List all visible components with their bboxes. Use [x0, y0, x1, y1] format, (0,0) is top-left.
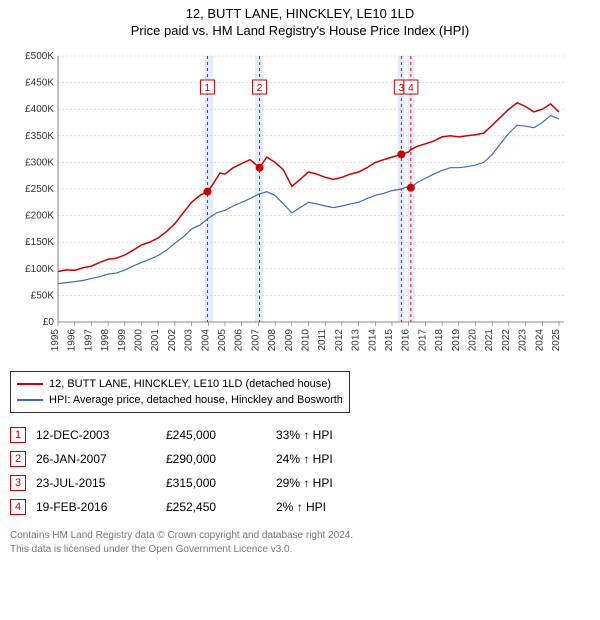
y-tick-label: £50K: [31, 290, 55, 301]
x-tick-label: 2023: [518, 329, 529, 352]
callout-label: 4: [408, 83, 414, 94]
transaction-price: £315,000: [166, 471, 276, 495]
transaction-marker: 2: [10, 451, 26, 467]
x-tick-label: 2003: [184, 329, 195, 352]
y-tick-label: £500K: [25, 51, 54, 62]
y-tick-label: £0: [43, 317, 55, 328]
legend-swatch: [17, 399, 43, 401]
transaction-date: 12-DEC-2003: [36, 423, 166, 447]
x-tick-label: 2021: [484, 329, 495, 352]
y-tick-label: £100K: [25, 264, 54, 275]
x-tick-label: 2002: [167, 329, 178, 352]
x-tick-label: 2020: [467, 329, 478, 352]
x-tick-label: 2019: [451, 329, 462, 352]
x-tick-label: 2025: [551, 329, 562, 352]
y-tick-label: £400K: [25, 104, 54, 115]
x-tick-label: 1995: [50, 329, 61, 352]
table-row: 1 12-DEC-2003£245,00033% ↑ HPI: [10, 423, 343, 447]
footnote-line2: This data is licensed under the Open Gov…: [10, 543, 590, 557]
x-tick-label: 2011: [317, 329, 328, 351]
transaction-price: £252,450: [166, 495, 276, 519]
legend: 12, BUTT LANE, HINCKLEY, LE10 1LD (detac…: [10, 371, 350, 413]
transaction-date: 23-JUL-2015: [36, 471, 166, 495]
y-tick-label: £350K: [25, 131, 54, 142]
y-tick-label: £450K: [25, 78, 54, 89]
title-subtitle: Price paid vs. HM Land Registry's House …: [10, 23, 590, 38]
x-tick-label: 2000: [133, 329, 144, 352]
x-tick-label: 1997: [83, 329, 94, 352]
chart-svg: £0 £50K £100K £150K £200K £250K £300K £350K £400…: [10, 44, 570, 364]
price-marker: [256, 164, 264, 172]
transaction-marker: 3: [10, 475, 26, 491]
x-tick-label: 2016: [401, 329, 412, 352]
x-tick-label: 2022: [501, 329, 512, 352]
y-tick-label: £250K: [25, 184, 54, 195]
x-tick-label: 1999: [117, 329, 128, 352]
x-tick-label: 2015: [384, 329, 395, 352]
x-tick-label: 2009: [284, 329, 295, 352]
x-tick-label: 2010: [300, 329, 311, 352]
x-tick-label: 2004: [200, 329, 211, 352]
x-tick-label: 2008: [267, 329, 278, 352]
transaction-price: £290,000: [166, 447, 276, 471]
x-tick-label: 1996: [67, 329, 78, 352]
transactions-table: 1 12-DEC-2003£245,00033% ↑ HPI 2 26-JAN-200…: [10, 423, 343, 519]
table-row: 2 26-JAN-2007£290,00024% ↑ HPI: [10, 447, 343, 471]
x-tick-label: 2024: [534, 329, 545, 352]
price-marker: [397, 150, 405, 158]
y-tick-label: £300K: [25, 157, 54, 168]
legend-label: 12, BUTT LANE, HINCKLEY, LE10 1LD (detac…: [49, 376, 331, 392]
x-tick-label: 2012: [334, 329, 345, 352]
transaction-delta: 2% ↑ HPI: [276, 495, 343, 519]
x-tick-label: 2007: [250, 329, 261, 352]
y-tick-label: £150K: [25, 237, 54, 248]
transaction-date: 19-FEB-2016: [36, 495, 166, 519]
x-tick-label: 2005: [217, 329, 228, 352]
y-tick-label: £200K: [25, 211, 54, 222]
x-tick-label: 2017: [417, 329, 428, 352]
table-row: 3 23-JUL-2015£315,00029% ↑ HPI: [10, 471, 343, 495]
callout-label: 2: [257, 83, 263, 94]
chart-container: 12, BUTT LANE, HINCKLEY, LE10 1LD Price …: [0, 0, 600, 564]
legend-swatch: [17, 383, 43, 385]
legend-row: HPI: Average price, detached house, Hinc…: [17, 392, 343, 408]
x-tick-label: 2006: [234, 329, 245, 352]
title-address: 12, BUTT LANE, HINCKLEY, LE10 1LD: [10, 6, 590, 21]
transaction-date: 26-JAN-2007: [36, 447, 166, 471]
callout-label: 1: [205, 83, 211, 94]
footnote: Contains HM Land Registry data © Crown c…: [10, 529, 590, 556]
legend-row: 12, BUTT LANE, HINCKLEY, LE10 1LD (detac…: [17, 376, 343, 392]
legend-label: HPI: Average price, detached house, Hinc…: [49, 392, 343, 408]
chart: £0 £50K £100K £150K £200K £250K £300K £350K £400…: [10, 44, 590, 369]
x-tick-label: 2013: [351, 329, 362, 352]
transaction-delta: 24% ↑ HPI: [276, 447, 343, 471]
x-tick-label: 1998: [100, 329, 111, 352]
transaction-marker: 4: [10, 499, 26, 515]
title-block: 12, BUTT LANE, HINCKLEY, LE10 1LD Price …: [10, 6, 590, 38]
x-tick-label: 2014: [367, 329, 378, 352]
price-marker: [407, 184, 415, 192]
x-tick-label: 2001: [150, 329, 161, 352]
footnote-line1: Contains HM Land Registry data © Crown c…: [10, 529, 590, 543]
price-marker: [203, 188, 211, 196]
x-tick-label: 2018: [434, 329, 445, 352]
transaction-delta: 29% ↑ HPI: [276, 471, 343, 495]
transaction-delta: 33% ↑ HPI: [276, 423, 343, 447]
table-row: 4 19-FEB-2016£252,4502% ↑ HPI: [10, 495, 343, 519]
transaction-marker: 1: [10, 427, 26, 443]
transaction-price: £245,000: [166, 423, 276, 447]
